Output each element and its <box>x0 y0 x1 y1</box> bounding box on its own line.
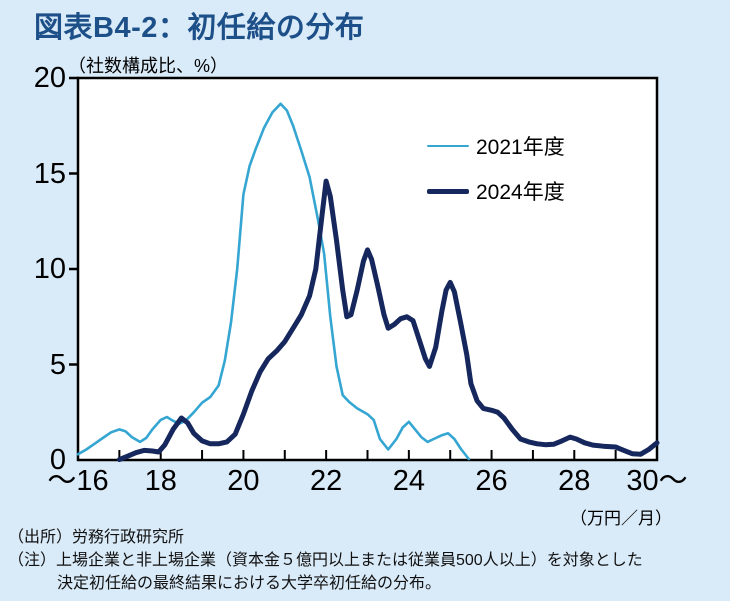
legend-label-2024: 2024年度 <box>476 181 565 204</box>
page-title: 図表B4-2：初任給の分布 <box>34 12 365 44</box>
x-tick-label: ～16 <box>47 465 109 497</box>
series-line-2024年度 <box>116 178 660 463</box>
x-tick-label: 20 <box>227 465 260 497</box>
legend-item-2024: 2024年度 <box>427 176 565 206</box>
legend-item-2021: 2021年度 <box>427 131 565 161</box>
note-line-1: （注）上場企業と非上場企業（資本金５億円以上または従業員500人以上）を対象とし… <box>8 552 643 569</box>
source-note: （出所）労務行政研究所 <box>8 529 185 546</box>
y-tick-label: 20 <box>33 62 66 94</box>
note-line-2: 決定初任給の最終結果における大学卒初任給の分布。 <box>57 575 442 592</box>
x-tick-label: 18 <box>144 465 177 497</box>
x-tick-label: 28 <box>558 465 591 497</box>
y-tick-label: 5 <box>49 348 66 381</box>
y-axis-unit-label: （社数構成比、%） <box>68 56 229 76</box>
legend-line-2024-icon <box>427 188 469 194</box>
x-tick-label: 22 <box>310 465 343 497</box>
legend-line-2021-icon <box>427 144 469 148</box>
y-tick-label: 0 <box>49 444 66 476</box>
x-axis-unit-label: （万円／月） <box>570 509 672 528</box>
x-tick-label: 24 <box>392 465 425 497</box>
x-tick-label: 30～ <box>626 465 688 497</box>
y-tick-label: 10 <box>33 253 66 285</box>
y-tick-label: 15 <box>33 157 66 190</box>
x-tick-label: 26 <box>475 465 508 497</box>
series-line-2021年度 <box>76 102 471 461</box>
legend-label-2021: 2021年度 <box>476 136 565 159</box>
plot-frame <box>76 76 659 462</box>
footnotes: （出所）労務行政研究所 （注）上場企業と非上場企業（資本金５億円以上または従業員… <box>8 526 643 595</box>
